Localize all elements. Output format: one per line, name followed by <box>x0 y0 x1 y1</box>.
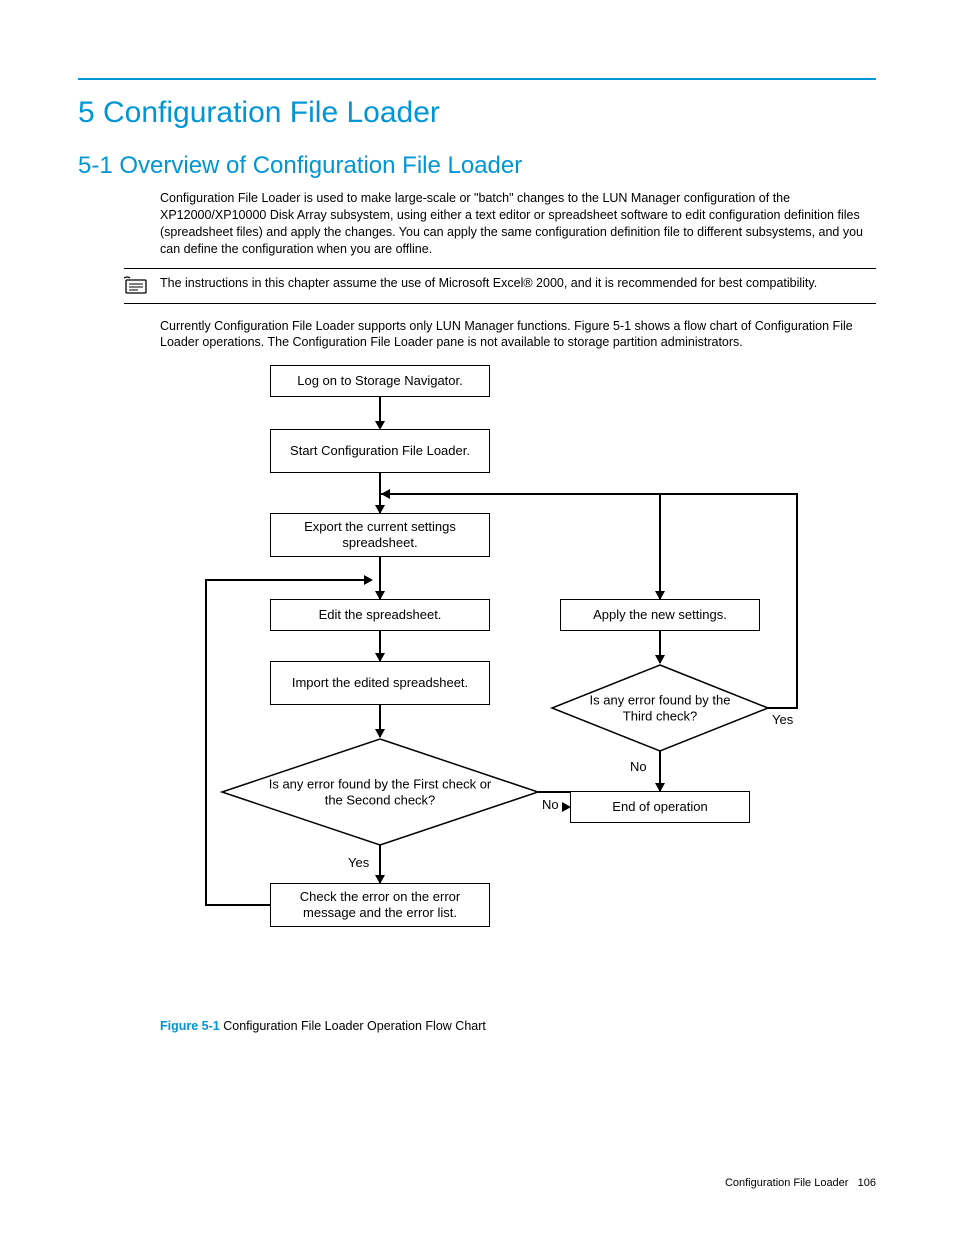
arrow-right-icon <box>364 575 373 585</box>
flowchart-edge <box>381 493 798 495</box>
page-footer: Configuration File Loader 106 <box>725 1177 876 1189</box>
section-title: 5-1 Overview of Configuration File Loade… <box>78 152 876 180</box>
flowchart-node-label: Start Configuration File Loader. <box>290 443 470 459</box>
arrow-down-icon <box>655 783 665 792</box>
flowchart-edge-label-yes: Yes <box>348 855 369 870</box>
note-text: The instructions in this chapter assume … <box>154 275 876 292</box>
arrow-down-icon <box>655 591 665 600</box>
flowchart-node-label: End of operation <box>612 799 707 815</box>
figure-caption-label: Figure 5-1 <box>160 1019 220 1033</box>
flowchart-decision-third-check: Is any error found by the Third check? <box>550 663 770 753</box>
flowchart-node-start: Start Configuration File Loader. <box>270 429 490 473</box>
flowchart-edge <box>659 493 661 567</box>
flowchart-edge <box>205 579 371 581</box>
chapter-title: 5 Configuration File Loader <box>78 96 876 130</box>
top-rule <box>78 78 876 80</box>
flowchart-node-label: Check the error on the error message and… <box>279 889 481 922</box>
footer-section: Configuration File Loader <box>725 1177 849 1189</box>
flowchart-edge <box>205 579 207 906</box>
note-block: The instructions in this chapter assume … <box>124 268 876 304</box>
arrow-left-icon <box>381 489 390 499</box>
flowchart-decision-first-check: Is any error found by the First check or… <box>220 737 540 847</box>
flowchart-node-end: End of operation <box>570 791 750 823</box>
flowchart-node-label: Apply the new settings. <box>593 607 727 623</box>
flowchart-edge-label-no: No <box>630 759 647 774</box>
flowchart-node-label: Log on to Storage Navigator. <box>297 373 463 389</box>
flowchart-node-label: Import the edited spreadsheet. <box>292 675 468 691</box>
flowchart-edge-label-no: No <box>542 797 559 812</box>
flowchart-node-label: Is any error found by the Third check? <box>590 693 731 724</box>
flowchart-edge-label-yes: Yes <box>772 712 793 727</box>
flowchart-edge <box>768 707 798 709</box>
arrow-right-icon <box>562 802 571 812</box>
flowchart-node-label: Edit the spreadsheet. <box>319 607 442 623</box>
flowchart-node-export: Export the current settings spreadsheet. <box>270 513 490 557</box>
flowchart-node-apply: Apply the new settings. <box>560 599 760 631</box>
flowchart-node-edit: Edit the spreadsheet. <box>270 599 490 631</box>
flowchart-edge <box>205 904 270 906</box>
body-paragraph-2: Currently Configuration File Loader supp… <box>160 318 876 352</box>
flowchart-node-check-error: Check the error on the error message and… <box>270 883 490 927</box>
flowchart: Log on to Storage Navigator. Start Confi… <box>160 365 800 995</box>
flowchart-node-import: Import the edited spreadsheet. <box>270 661 490 705</box>
figure-caption-text: Configuration File Loader Operation Flow… <box>220 1019 486 1033</box>
figure-caption: Figure 5-1 Configuration File Loader Ope… <box>160 1019 876 1033</box>
flowchart-node-logon: Log on to Storage Navigator. <box>270 365 490 397</box>
intro-paragraph: Configuration File Loader is used to mak… <box>160 190 876 258</box>
flowchart-node-label: Is any error found by the First check or… <box>269 777 492 808</box>
flowchart-edge <box>796 493 798 709</box>
footer-page-number: 106 <box>858 1177 876 1189</box>
flowchart-node-label: Export the current settings spreadsheet. <box>279 519 481 552</box>
note-icon <box>124 275 154 297</box>
